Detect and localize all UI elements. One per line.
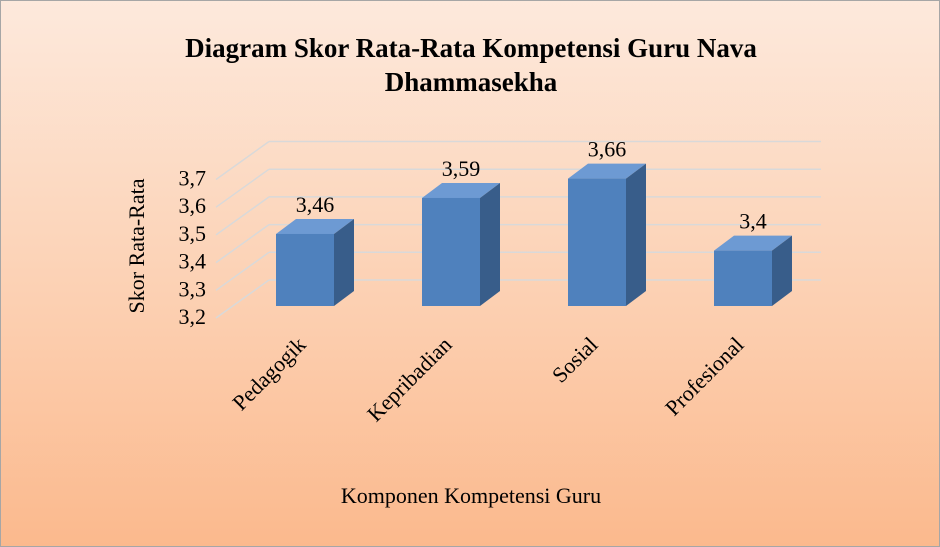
data-label: 3,46: [296, 192, 335, 217]
y-tick-label: 3,4: [179, 249, 207, 274]
data-label: 3,66: [588, 137, 627, 162]
grid-line-side: [215, 251, 270, 291]
bar-side: [480, 182, 500, 306]
x-tick-label: Pedagogik: [227, 332, 310, 415]
x-axis-title: Komponen Kompetensi Guru: [341, 483, 601, 508]
bar-side: [626, 163, 646, 306]
y-tick-label: 3,7: [179, 166, 207, 191]
chart-title: Diagram Skor Rata-Rata Kompetensi Guru N…: [185, 33, 757, 97]
bar-side: [334, 218, 354, 306]
y-axis-title: Skor Rata-Rata: [124, 178, 149, 313]
grid-line-side: [215, 168, 270, 208]
grid-line-side: [215, 196, 270, 236]
grid-line-side: [215, 223, 270, 264]
bar-top: [714, 235, 792, 251]
data-label: 3,59: [442, 156, 481, 181]
grid-line-side: [215, 140, 270, 181]
x-tick-label: Kepribadian: [362, 332, 457, 427]
bar-top: [568, 163, 646, 179]
bar: [422, 197, 480, 306]
bar-top: [276, 218, 354, 234]
bar-top: [422, 182, 500, 198]
x-tick-label: Sosial: [547, 332, 603, 388]
data-label: 3,4: [739, 209, 767, 234]
bar: [568, 178, 626, 306]
grid-line-side: [215, 279, 270, 319]
x-tick-label: Profesional: [660, 332, 749, 421]
y-tick-label: 3,2: [179, 304, 207, 329]
y-tick-label: 3,5: [179, 221, 207, 246]
y-tick-label: 3,6: [179, 193, 207, 218]
bar: [714, 250, 772, 306]
bar: [276, 233, 334, 306]
bar-side: [772, 235, 792, 306]
y-tick-label: 3,3: [179, 276, 207, 301]
